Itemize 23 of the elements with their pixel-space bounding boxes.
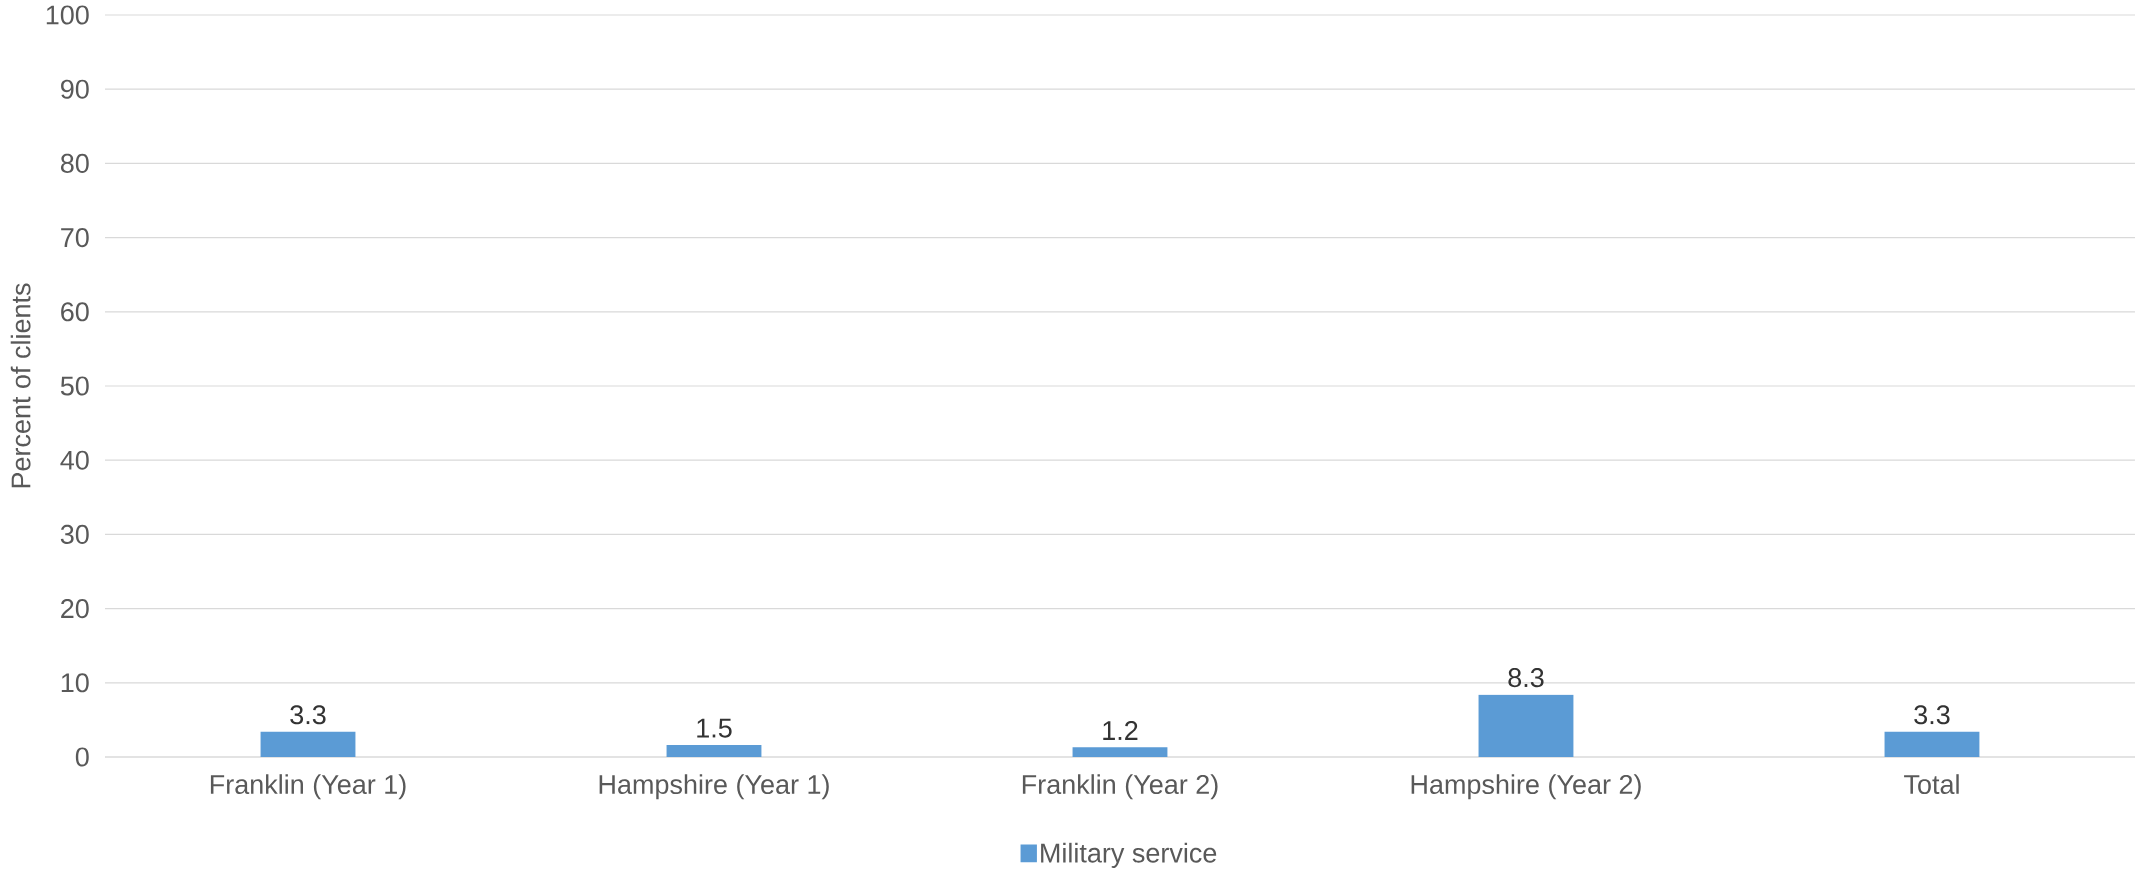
y-tick-label: 0 (75, 747, 89, 767)
y-tick-label: 40 (60, 450, 89, 470)
x-tick-label: Hampshire (Year 1) (599, 774, 829, 800)
x-tick-label: Total (1904, 774, 1959, 795)
y-tick-label: 70 (61, 228, 89, 248)
x-tick-label: Franklin (Year 2) (1022, 774, 1218, 800)
y-tick-label: 30 (60, 524, 89, 544)
y-tick-label: 90 (61, 79, 89, 99)
y-axis-title: Percent of clients (10, 283, 31, 488)
x-tick-label: Hampshire (Year 2) (1411, 774, 1641, 800)
y-tick-label: 10 (61, 673, 89, 693)
data-label: 1.5 (697, 718, 732, 738)
x-tick-label: Franklin (Year 1) (210, 774, 406, 800)
legend-label: Military service (1041, 842, 1217, 868)
data-label: 3.3 (1914, 705, 1950, 725)
y-tick-label: 100 (46, 5, 89, 25)
y-tick-label: 50 (60, 376, 89, 396)
y-tick-label: 20 (61, 599, 89, 619)
y-tick-label: 80 (60, 153, 89, 173)
data-label: 1.2 (1103, 721, 1138, 740)
data-label: 8.3 (1508, 668, 1544, 688)
y-tick-label: 60 (61, 302, 89, 322)
data-label: 3.3 (290, 705, 326, 725)
